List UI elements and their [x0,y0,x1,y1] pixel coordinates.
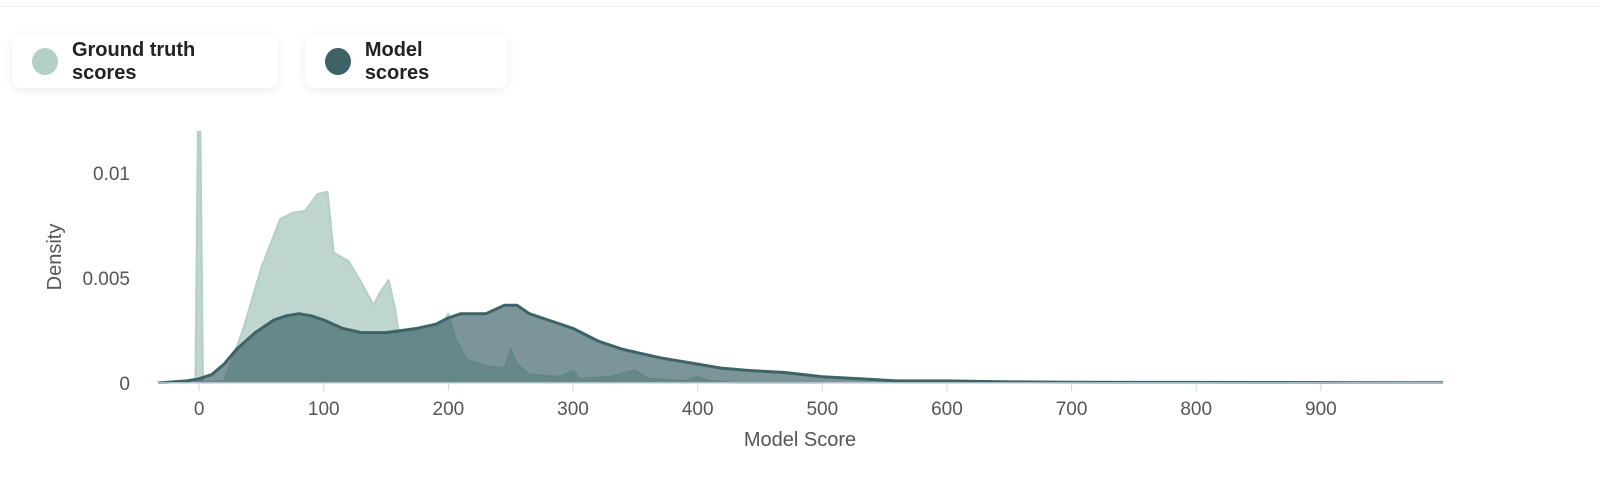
x-tick-label: 200 [433,399,465,420]
x-tick-label: 600 [931,399,963,420]
x-tick-label: 400 [682,399,714,420]
density-area [195,131,823,383]
legend-label: Ground truth scores [71,38,196,84]
legend-item[interactable]: Model scores [305,35,507,88]
x-tick-label: 700 [1056,399,1088,420]
y-tick-label: 0.005 [82,269,130,290]
x-tick-label: 800 [1180,399,1212,420]
x-tick-label: 900 [1305,399,1337,420]
x-tick-label: 100 [308,399,340,420]
density-line [158,303,1443,384]
legend-swatch [32,48,58,75]
legend-label: Model scores [364,38,430,84]
y-tick-label: 0 [119,374,130,395]
x-tick-label: 300 [557,399,589,420]
legend-item[interactable]: Ground truth scores [12,35,278,88]
y-tick-label: 0.01 [93,164,130,185]
legend-swatch [325,48,351,75]
x-axis-label: Model Score [744,429,856,451]
divider [0,6,1600,7]
density-area [158,305,1443,383]
x-tick-label: 0 [194,399,205,420]
y-axis-label: Density [44,224,66,291]
x-tick-label: 500 [806,399,838,420]
